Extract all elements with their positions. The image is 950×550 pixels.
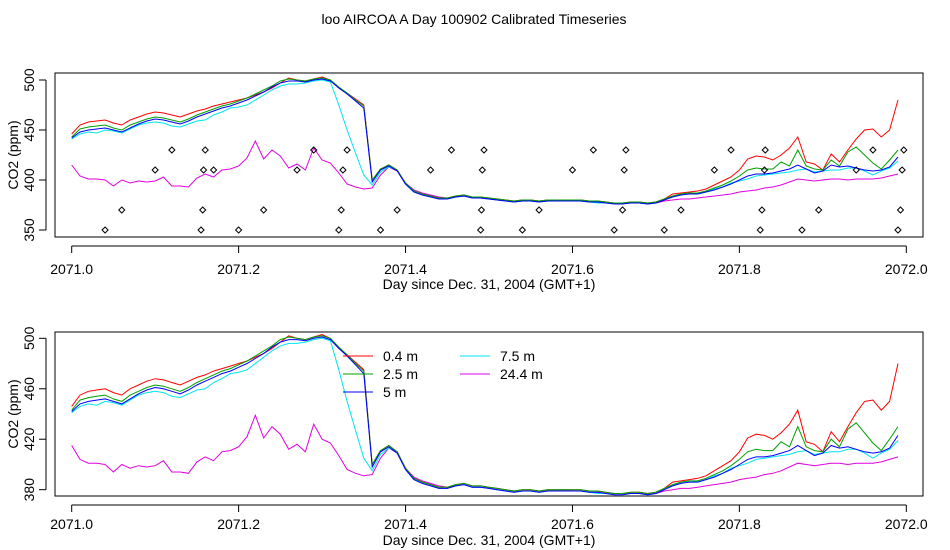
flag-point bbox=[197, 226, 205, 234]
flag-point bbox=[478, 166, 487, 174]
flag-point bbox=[900, 146, 908, 154]
series-line-0-4-m bbox=[71, 76, 899, 204]
flag-point bbox=[589, 146, 598, 154]
flag-point bbox=[209, 166, 218, 174]
flag-point bbox=[101, 226, 109, 234]
series-line-2-5-m bbox=[71, 335, 899, 495]
x-tick-label: 2071.8 bbox=[718, 516, 761, 532]
flag-point bbox=[610, 226, 618, 234]
legend-label: 7.5 m bbox=[500, 348, 535, 364]
x-tick-label: 2072.0 bbox=[885, 261, 928, 277]
flag-point bbox=[426, 166, 435, 174]
flag-point bbox=[761, 146, 769, 154]
x-tick-label: 2071.4 bbox=[384, 516, 427, 532]
flag-point bbox=[518, 226, 527, 234]
x-tick-label: 2071.6 bbox=[551, 261, 594, 277]
flag-point bbox=[620, 166, 628, 174]
series-line-0-4-m bbox=[71, 333, 899, 495]
x-tick-label: 2071.2 bbox=[217, 261, 260, 277]
chart-panel-2: 2071.0 2071.2 2071.4 2071.6 2071.8 2072.0 Day … bbox=[5, 326, 928, 548]
flag-point bbox=[760, 166, 769, 174]
y-tick-label: 380 bbox=[21, 478, 37, 502]
flag-point bbox=[898, 166, 906, 174]
series-line-5-m bbox=[71, 78, 899, 205]
flag-point bbox=[758, 206, 766, 214]
flag-point bbox=[118, 206, 126, 214]
flag-point bbox=[335, 226, 343, 234]
flag-point bbox=[310, 146, 318, 154]
x-tick-label: 2072.0 bbox=[885, 516, 928, 532]
series-line-24-4-m bbox=[71, 413, 899, 494]
y-tick-label: 460 bbox=[21, 377, 37, 401]
series-line-2-5-m bbox=[71, 77, 899, 204]
flag-point bbox=[896, 206, 905, 214]
x-tick-label: 2071.0 bbox=[50, 516, 93, 532]
flag-point bbox=[660, 226, 668, 234]
x-tick-label: 2071.6 bbox=[551, 516, 594, 532]
flag-point bbox=[622, 146, 630, 154]
flag-point bbox=[727, 146, 735, 154]
flag-point bbox=[618, 206, 627, 214]
flag-point bbox=[477, 206, 486, 214]
flag-point bbox=[199, 166, 208, 174]
flag-point bbox=[814, 206, 823, 214]
chart-panel-1: 2071.0 2071.2 2071.4 2071.6 2071.8 2072.0 Day … bbox=[5, 68, 928, 292]
flag-point bbox=[376, 226, 385, 234]
y-tick-label: 500 bbox=[21, 326, 37, 350]
y-tick-label: 400 bbox=[21, 168, 37, 192]
series-line-7-5-m bbox=[71, 79, 899, 205]
chart-legend: 0.4 m 2.5 m 5 m 7.5 m 24.4 m bbox=[343, 348, 543, 400]
flag-point bbox=[852, 166, 860, 174]
y-axis-label: CO2 (ppm) bbox=[5, 379, 21, 448]
x-tick-label: 2071.2 bbox=[217, 516, 260, 532]
series-line-7-5-m bbox=[71, 337, 899, 496]
flag-point bbox=[393, 206, 401, 214]
flag-point bbox=[293, 166, 301, 174]
flag-point bbox=[894, 226, 902, 234]
flag-point bbox=[476, 226, 485, 234]
chart-title: loo AIRCOA A Day 100902 Calibrated Times… bbox=[321, 11, 626, 27]
flag-point bbox=[568, 166, 577, 174]
flag-point bbox=[337, 206, 345, 214]
flag-point bbox=[168, 146, 176, 154]
series-line-5-m bbox=[71, 336, 899, 496]
flag-point bbox=[259, 206, 268, 214]
y-tick-label: 500 bbox=[21, 68, 37, 92]
flag-point bbox=[869, 146, 877, 154]
y-tick-label: 450 bbox=[21, 118, 37, 142]
flag-point bbox=[535, 206, 543, 214]
legend-label: 0.4 m bbox=[383, 348, 418, 364]
plot-frame bbox=[54, 331, 924, 497]
legend-label: 24.4 m bbox=[500, 366, 543, 382]
flag-point bbox=[710, 166, 719, 174]
flag-point bbox=[199, 206, 207, 214]
x-tick-label: 2071.4 bbox=[384, 261, 427, 277]
y-axis-label: CO2 (ppm) bbox=[5, 120, 21, 189]
flag-point bbox=[480, 146, 488, 154]
x-axis-label: Day since Dec. 31, 2004 (GMT+1) bbox=[383, 532, 596, 548]
flag-point bbox=[201, 146, 209, 154]
flag-point bbox=[677, 206, 685, 214]
series-line-24-4-m bbox=[71, 139, 899, 204]
plot-frame bbox=[54, 72, 924, 238]
legend-label: 5 m bbox=[383, 384, 406, 400]
x-axis-label: Day since Dec. 31, 2004 (GMT+1) bbox=[383, 276, 596, 292]
x-tick-label: 2071.0 bbox=[50, 261, 93, 277]
flag-point bbox=[798, 226, 806, 234]
flag-point bbox=[343, 146, 351, 154]
flag-point bbox=[234, 226, 243, 234]
flag-point bbox=[756, 226, 764, 234]
y-tick-label: 350 bbox=[21, 218, 37, 242]
flag-point bbox=[151, 166, 159, 174]
y-tick-label: 420 bbox=[21, 427, 37, 451]
x-tick-label: 2071.8 bbox=[718, 261, 761, 277]
legend-label: 2.5 m bbox=[383, 366, 418, 382]
flag-point bbox=[339, 166, 347, 174]
flag-point bbox=[447, 146, 456, 154]
